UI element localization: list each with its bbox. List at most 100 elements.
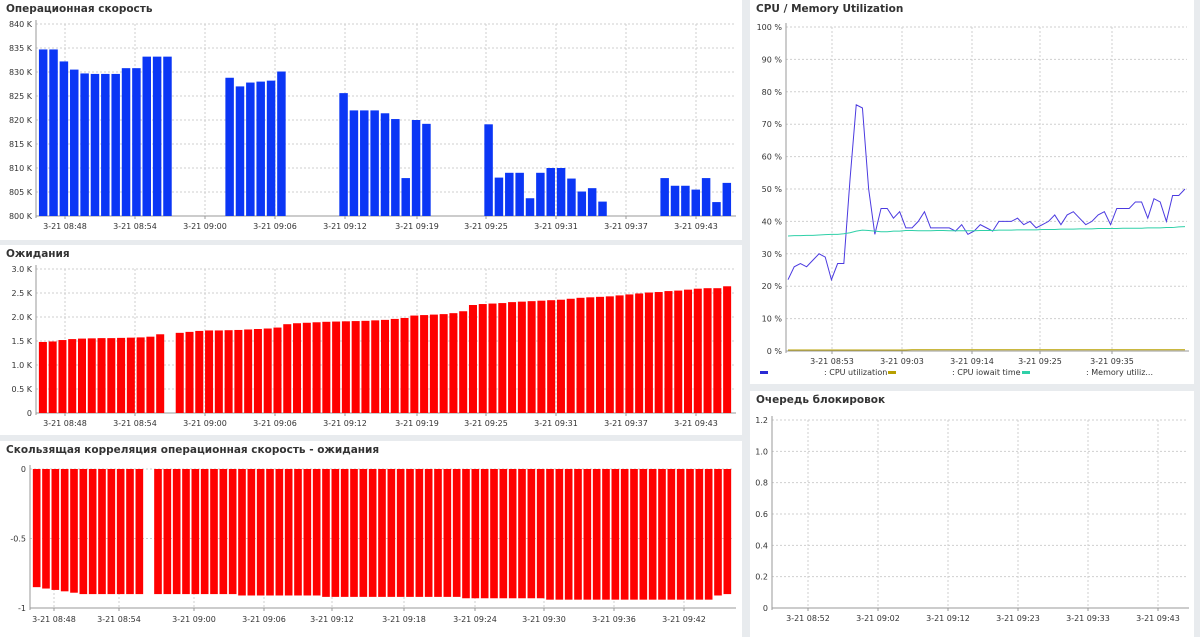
cpu-ytick-label: 70 % [762, 120, 783, 129]
corr-bar [452, 469, 461, 597]
waits-ytick-label: 2.5 K [11, 289, 32, 298]
ops-bar [152, 56, 162, 216]
corr-bar [630, 469, 638, 600]
ops-bar [411, 120, 421, 216]
memory-utilization-swatch [1022, 371, 1030, 374]
ops-bar [246, 82, 255, 216]
corr-bar [695, 469, 704, 600]
cpu-ytick-label: 30 % [762, 250, 783, 259]
cpu-ytick-label: 10 % [762, 315, 783, 324]
waits-bar [527, 301, 536, 413]
ops-ytick-label: 800 K [9, 212, 33, 221]
waits-bar [77, 338, 86, 413]
corr-bar [406, 469, 414, 597]
corr-xtick-label: 3-21 09:36 [592, 615, 636, 624]
waits-xtick-label: 3-21 08:54 [113, 419, 157, 428]
ops-xtick-label: 3-21 09:31 [534, 222, 578, 231]
corr-xtick-label: 3-21 09:00 [172, 615, 216, 624]
corr-bar [536, 469, 545, 599]
corr-xtick-label: 3-21 08:48 [32, 615, 76, 624]
ops-bar [360, 110, 369, 216]
cpu-ytick-label: 80 % [762, 88, 783, 97]
corr-bar [312, 469, 321, 596]
corr-xtick-label: 3-21 09:42 [662, 615, 706, 624]
ops-bar [90, 73, 100, 216]
corr-bar [116, 469, 125, 595]
ops-bar [225, 77, 234, 216]
waits-bar [302, 322, 311, 413]
ops-chart: 800 K 805 K 810 K 815 K 820 K 825 K 830 K 835 K… [9, 20, 736, 231]
corr-bar [60, 469, 69, 592]
cpu-iowait-label: : CPU iowait time [952, 368, 1021, 377]
corr-bar [443, 469, 452, 597]
waits-bar [283, 324, 292, 413]
waits-bar [576, 297, 585, 413]
waits-bar [332, 321, 341, 413]
ops-bar [701, 178, 711, 216]
waits-chart: 0 0.5 K 1.0 K 1.5 K 2.0 K 2.5 K 3.0 K 3-21 08:4… [11, 265, 736, 428]
waits-bar [644, 292, 653, 413]
locks-ytick-label: 0.4 [755, 541, 768, 550]
ops-xtick-label: 3-21 08:48 [43, 222, 87, 231]
waits-bar [234, 329, 243, 413]
waits-bar [674, 290, 683, 413]
ops-bar [546, 168, 555, 216]
waits-xtick-label: 3-21 09:37 [604, 419, 648, 428]
waits-bar [449, 313, 458, 413]
waits-bar [468, 305, 477, 413]
ops-bar [70, 69, 79, 216]
ops-bar [567, 178, 576, 216]
waits-xtick-label: 3-21 09:43 [674, 419, 718, 428]
corr-bar [396, 469, 405, 597]
corr-bar [592, 469, 601, 600]
ops-bar [484, 124, 493, 216]
waits-bar [439, 314, 448, 413]
waits-bar [38, 341, 47, 413]
ops-xtick-label: 3-21 09:12 [323, 222, 367, 231]
waits-xtick-label: 3-21 09:31 [534, 419, 578, 428]
waits-bar [547, 300, 556, 413]
locks-xtick-label: 3-21 09:43 [1136, 614, 1180, 623]
waits-bar [556, 299, 565, 413]
ops-xtick-label: 3-21 09:43 [674, 222, 718, 231]
waits-xtick-label: 3-21 09:00 [183, 419, 227, 428]
waits-bar [586, 297, 595, 413]
corr-bar [648, 469, 657, 600]
ops-bar [556, 168, 566, 216]
corr-bar [611, 469, 620, 600]
corr-bar [378, 469, 386, 597]
cpu-ytick-label: 0 % [767, 347, 783, 356]
ops-bar [142, 56, 151, 216]
waits-bar [175, 332, 184, 413]
waits-bar [58, 340, 67, 413]
ops-bar [525, 198, 535, 216]
locks-title: Очередь блокировок [756, 394, 886, 406]
corr-ytick-label: -1 [18, 604, 26, 613]
ops-bar [111, 73, 120, 216]
cpu-title: CPU / Memory Utilization [756, 3, 904, 15]
ops-xtick-label: 3-21 09:00 [183, 222, 227, 231]
ops-ytick-label: 830 K [9, 68, 33, 77]
corr-bar [387, 469, 396, 597]
corr-bar [546, 469, 554, 600]
waits-bar [146, 336, 155, 413]
corr-xtick-label: 3-21 09:18 [382, 615, 426, 624]
memory-utilization-label: : Memory utiliz... [1086, 368, 1154, 377]
corr-bar [284, 469, 293, 596]
waits-ytick-label: 0 [27, 409, 32, 418]
waits-bar [126, 337, 135, 413]
ops-panel: Операционная скорость 800 K 805 K 810 K 815… [0, 0, 742, 240]
waits-bar [68, 339, 77, 413]
corr-bar [415, 469, 424, 597]
waits-bar [429, 314, 438, 413]
locks-ytick-label: 0.2 [755, 573, 768, 582]
cpu-panel: CPU / Memory Utilization 0 % 10 % 20 % 30 %… [750, 0, 1194, 384]
corr-bar [79, 469, 88, 595]
corr-bar [602, 469, 610, 600]
corr-bar [340, 469, 349, 597]
corr-bar [676, 469, 685, 600]
waits-xtick-label: 3-21 09:25 [464, 419, 508, 428]
waits-bar [322, 321, 331, 413]
waits-bar [253, 329, 262, 413]
ops-ytick-label: 825 K [9, 92, 33, 101]
